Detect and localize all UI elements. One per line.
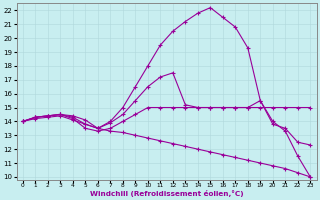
X-axis label: Windchill (Refroidissement éolien,°C): Windchill (Refroidissement éolien,°C)	[90, 190, 244, 197]
